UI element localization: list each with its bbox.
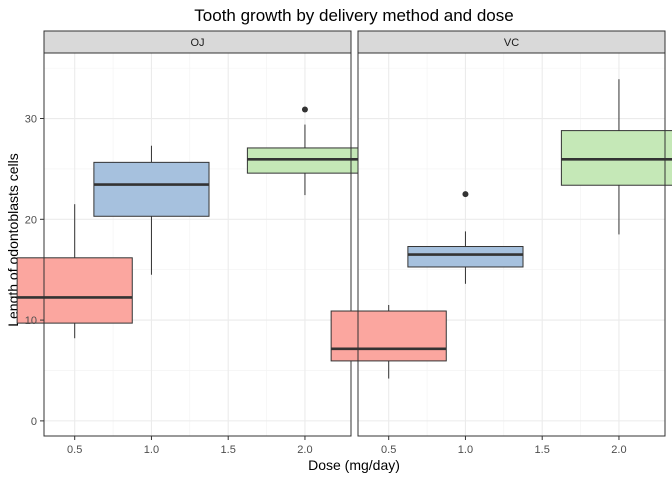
x-tick-label: 0.5	[67, 444, 82, 456]
box-iqr	[16, 257, 133, 324]
box-dose-1.0	[93, 145, 210, 275]
strip-background	[43, 30, 352, 54]
box-dose-0.5	[16, 204, 133, 339]
y-tick-label: 20	[25, 214, 37, 226]
x-tick-label: 2.0	[611, 444, 626, 456]
box-iqr	[407, 246, 524, 268]
x-axis-title: Dose (mg/day)	[308, 457, 400, 473]
y-tick-label: 10	[25, 315, 37, 327]
strip-background	[357, 30, 666, 54]
box-iqr	[330, 310, 447, 362]
panel-background	[44, 53, 351, 436]
chart-title: Tooth growth by delivery method and dose	[194, 6, 513, 25]
strip-label: OJ	[190, 37, 204, 49]
x-tick-label: 1.5	[535, 444, 550, 456]
outlier-point	[301, 106, 308, 113]
x-tick-label: 2.0	[297, 444, 312, 456]
box-iqr	[560, 130, 672, 186]
box-dose-2.0	[246, 106, 364, 196]
facet-oj: OJ 0.5 1.0 1.5 2.0	[16, 30, 364, 456]
y-tick-label: 30	[25, 114, 37, 126]
x-tick-label: 1.0	[458, 444, 473, 456]
y-tick-label: 0	[31, 416, 37, 428]
box-dose-0.5	[330, 304, 447, 379]
facets-layer: OJ 0.5 1.0 1.5 2.0 VC 0.5 1.0 1.5 2.0 0 10 20 30	[16, 30, 672, 456]
strip-label: VC	[504, 37, 519, 49]
panel-background	[358, 53, 665, 436]
box-dose-1.0	[407, 191, 524, 284]
x-tick-label: 1.0	[144, 444, 159, 456]
x-tick-label: 1.5	[221, 444, 236, 456]
box-iqr	[93, 161, 210, 217]
box-dose-2.0	[560, 79, 672, 235]
facet-vc: VC 0.5 1.0 1.5 2.0	[330, 30, 672, 456]
outlier-point	[462, 191, 469, 198]
x-tick-label: 0.5	[381, 444, 396, 456]
